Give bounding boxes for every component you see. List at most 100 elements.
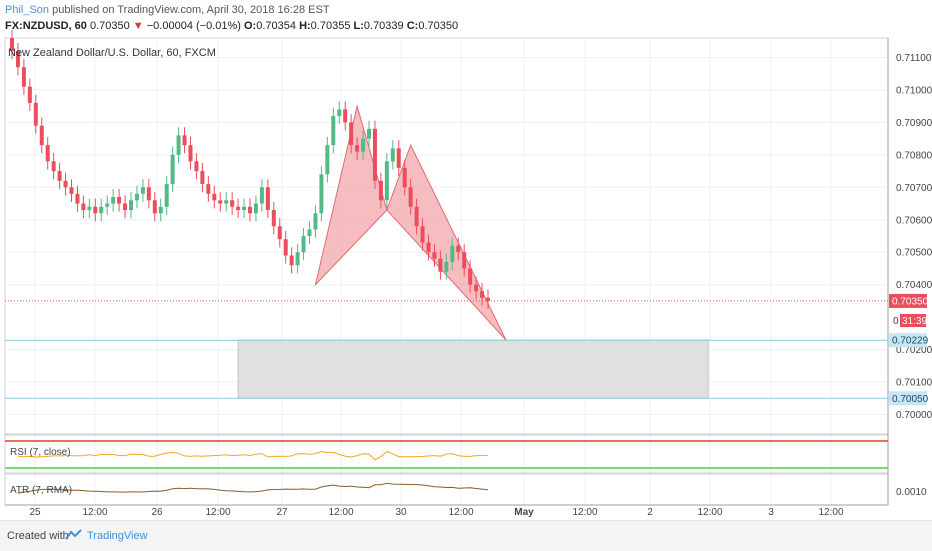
close-label: C: bbox=[406, 20, 419, 32]
high-value: 0.70355 bbox=[310, 20, 351, 32]
last-price-badge-bg bbox=[889, 293, 927, 308]
candle-body bbox=[212, 193, 217, 201]
candle-body bbox=[39, 125, 44, 146]
atr-tick-label: 0.0010 bbox=[896, 487, 927, 498]
x-tick-label: 12:00 bbox=[205, 507, 230, 518]
author-link[interactable]: Phil_Son bbox=[5, 4, 50, 16]
candle-body bbox=[200, 171, 205, 185]
candle-body bbox=[170, 154, 175, 185]
y-tick-label: 0.70100 bbox=[896, 378, 932, 389]
candle-body bbox=[265, 187, 270, 211]
x-tick-label: 12:00 bbox=[818, 507, 843, 518]
candle-body bbox=[456, 245, 461, 253]
candle-body bbox=[206, 184, 211, 194]
candle-body bbox=[444, 261, 449, 272]
candle-body bbox=[248, 206, 252, 214]
candle-body bbox=[343, 109, 348, 123]
candle-body bbox=[396, 148, 401, 168]
candle-body bbox=[283, 239, 288, 256]
x-tick-label: 12:00 bbox=[448, 507, 473, 518]
candle-body bbox=[289, 255, 294, 266]
candle-body bbox=[432, 252, 437, 259]
candle-body bbox=[414, 206, 419, 227]
candle-body bbox=[63, 180, 68, 188]
y-tick-label: 0.70800 bbox=[896, 150, 932, 161]
candle-body bbox=[295, 252, 300, 266]
candle-body bbox=[349, 122, 354, 146]
candle-body bbox=[259, 187, 264, 204]
candle-body bbox=[27, 86, 32, 103]
publish-info: Phil_Son published on TradingView.com, A… bbox=[5, 4, 330, 16]
candle-body bbox=[313, 213, 318, 230]
symbol-info: FX:NZDUSD, 60 0.70350 ▼ −0.00004 (−0.01%… bbox=[5, 20, 458, 32]
candle-body bbox=[480, 291, 485, 298]
candle-body bbox=[253, 203, 258, 214]
zone-top-badge-bg bbox=[889, 333, 927, 348]
high-label: H: bbox=[299, 20, 311, 32]
candle-body bbox=[87, 206, 92, 211]
x-tick-label: 2 bbox=[647, 507, 653, 518]
chart-canvas[interactable]: 0.71100 0.71000 0.70900 0.70800 0.70700 0.706… bbox=[0, 0, 932, 520]
candle-body bbox=[45, 145, 50, 162]
candle-body bbox=[408, 187, 413, 207]
y-tick-label: 0.70700 bbox=[896, 183, 932, 194]
candle-body bbox=[93, 206, 98, 214]
x-tick-label: 12:00 bbox=[82, 507, 107, 518]
candle-body bbox=[301, 236, 306, 253]
footer: Created with TradingView bbox=[0, 520, 932, 551]
x-tick-label: 3 bbox=[768, 507, 774, 518]
x-tick-label: 12:00 bbox=[572, 507, 597, 518]
last-price-badge: 0.70350 bbox=[892, 296, 929, 307]
candle-body bbox=[129, 200, 133, 211]
candle-body bbox=[182, 135, 187, 146]
zone-bottom-badge: 0.70050 bbox=[892, 394, 929, 405]
zone-bottom-badge-bg bbox=[889, 391, 927, 406]
candle-body bbox=[158, 206, 163, 214]
candle-body bbox=[426, 242, 431, 253]
candle-body bbox=[123, 203, 128, 211]
candle-body bbox=[420, 226, 425, 243]
tradingview-logo-icon bbox=[65, 529, 82, 540]
candle-body bbox=[486, 297, 490, 301]
y-tick-label: 0.70200 bbox=[896, 345, 932, 356]
candle-body bbox=[355, 145, 360, 152]
candle-body bbox=[372, 128, 377, 181]
candle-body bbox=[277, 226, 282, 240]
close-value: 0.70350 bbox=[418, 20, 459, 32]
pattern-xab-triangle bbox=[314, 104, 388, 287]
countdown-prefix: 0 bbox=[893, 316, 899, 327]
candle-body bbox=[111, 197, 116, 204]
atr-label: ATR (7, RMA) bbox=[10, 485, 72, 496]
rsi-line bbox=[17, 450, 489, 461]
tradingview-brand[interactable]: TradingView bbox=[87, 530, 148, 542]
candle-body bbox=[218, 200, 223, 204]
candle-body bbox=[75, 193, 80, 204]
candle-body bbox=[474, 284, 479, 292]
candle-body bbox=[140, 187, 145, 194]
y-tick-label: 0.70900 bbox=[896, 118, 932, 129]
candle-body bbox=[99, 206, 104, 214]
x-tick-label: 12:00 bbox=[328, 507, 353, 518]
candle-body bbox=[438, 258, 443, 272]
y-tick-label: 0.70000 bbox=[896, 410, 932, 421]
candle-body bbox=[164, 184, 169, 207]
y-tick-label: 0.71000 bbox=[896, 85, 932, 96]
candle-body bbox=[51, 161, 56, 172]
candle-body bbox=[337, 109, 342, 116]
candle-body bbox=[33, 102, 38, 126]
y-tick-label: 0.71100 bbox=[896, 53, 932, 64]
candle-body bbox=[105, 203, 110, 207]
candle-body bbox=[117, 197, 122, 204]
open-value: 0.70354 bbox=[256, 20, 296, 32]
candle-body bbox=[325, 145, 330, 175]
down-arrow-icon: ▼ bbox=[132, 20, 144, 32]
candle-body bbox=[378, 180, 383, 201]
candle-body bbox=[402, 167, 407, 188]
countdown-badge: 31:39 bbox=[902, 316, 927, 327]
candle-body bbox=[10, 38, 14, 51]
candle-body bbox=[468, 268, 473, 285]
candle-body bbox=[176, 135, 181, 155]
candle-body bbox=[57, 171, 62, 181]
candle-body bbox=[319, 174, 324, 214]
symbol-name: FX:NZDUSD, 60 bbox=[5, 20, 87, 32]
